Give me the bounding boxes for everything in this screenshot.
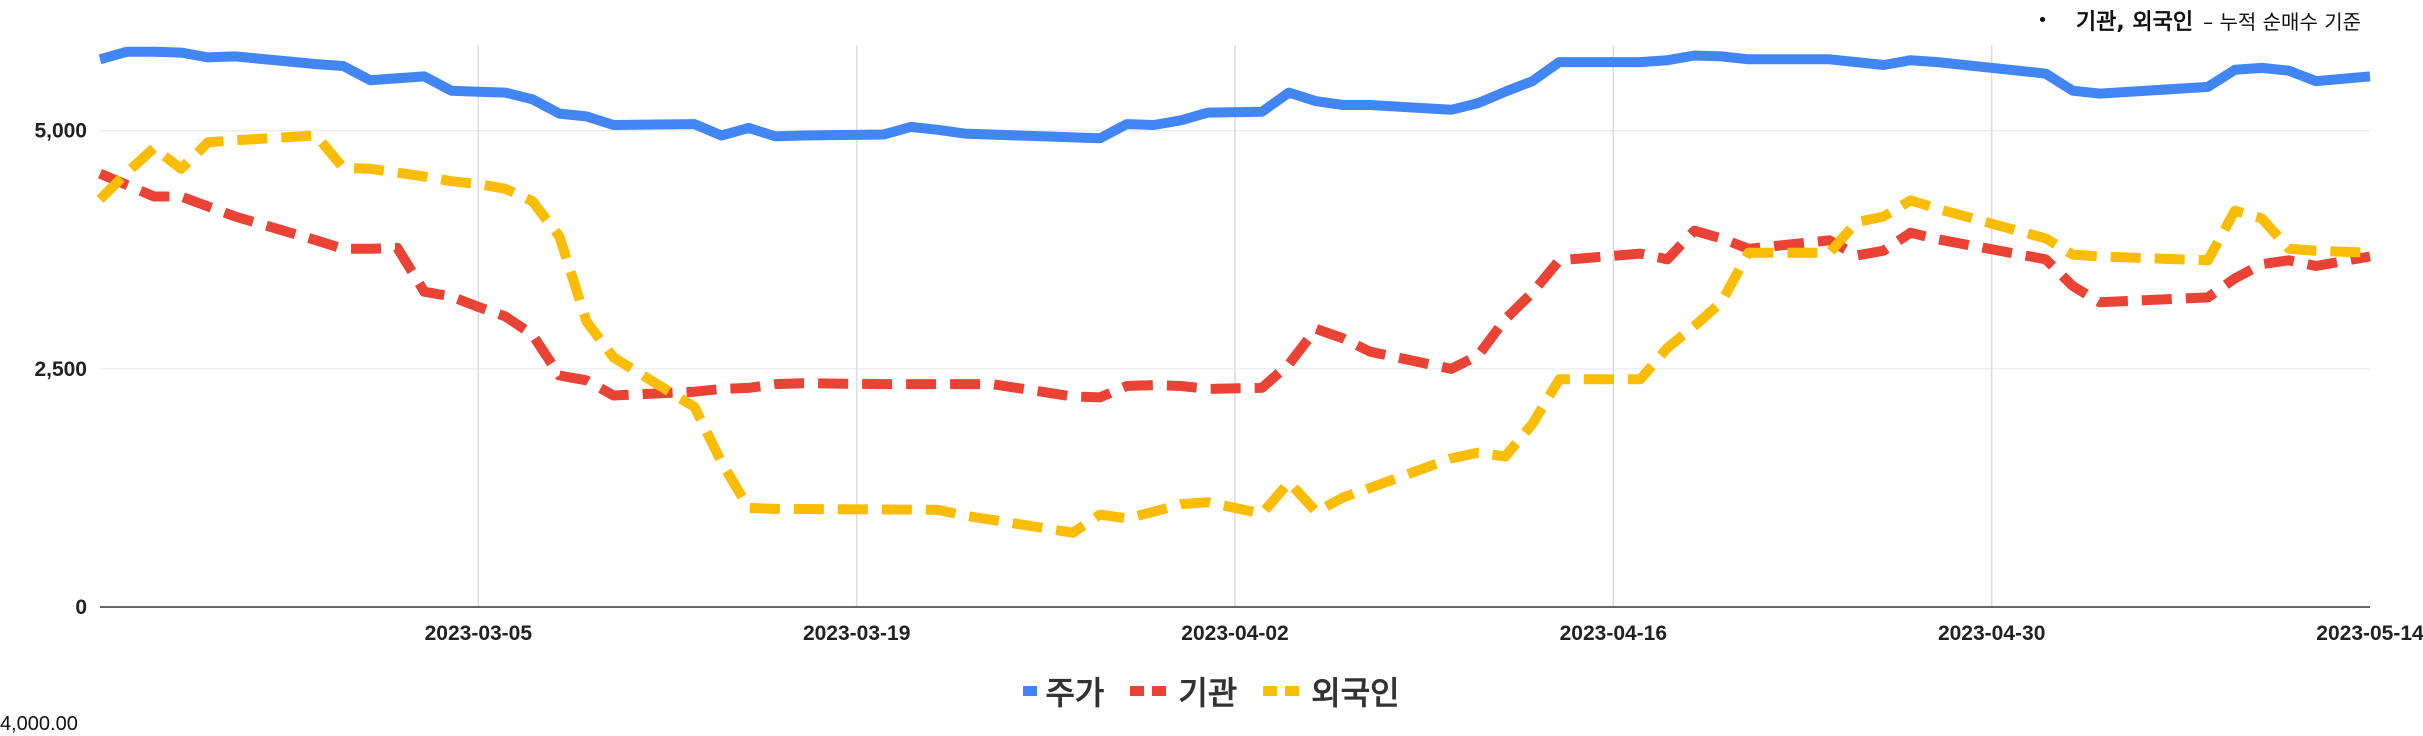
- x-tick-label: 2023-03-05: [425, 622, 533, 645]
- line-chart: 0 2,500 5,000 2023-03-05 2023-03-19 2023-04-0…: [34, 45, 2423, 645]
- legend-swatch: [1023, 686, 1038, 696]
- note-annotation: • 기관, 외국인 – 누적 순매수 기준: [2037, 4, 2361, 36]
- legend-label: 외국인: [1311, 674, 1400, 712]
- legend-item: 주가: [1023, 668, 1104, 714]
- legend-item: 외국인: [1263, 668, 1400, 714]
- x-tick-label: 2023-04-02: [1181, 622, 1288, 645]
- legend-swatch: [1130, 686, 1171, 696]
- note-main-text: 기관, 외국인: [2075, 10, 2194, 35]
- x-tick-label: 2023-04-16: [1560, 622, 1667, 645]
- axes: 0 2,500 5,000 2023-03-05 2023-03-19 2023-04-0…: [34, 120, 2423, 645]
- corner-value-label: 4,000.00: [0, 713, 78, 735]
- legend-label: 주가: [1045, 674, 1105, 712]
- series-line-기관: [98, 168, 2371, 403]
- x-tick-label: 2023-03-19: [803, 622, 910, 645]
- x-tick-label: 2023-04-30: [1938, 622, 2045, 645]
- note-bullet: •: [2037, 9, 2048, 31]
- x-tick-label: 2023-05-14: [2316, 622, 2423, 645]
- legend-label: 기관: [1178, 674, 1238, 712]
- legend-item: 기관: [1130, 668, 1237, 714]
- note-sub-text: – 누적 순매수 기준: [2203, 9, 2361, 34]
- series-lines: [96, 46, 2371, 538]
- y-tick-label: 5,000: [34, 120, 87, 143]
- series-line-외국인: [96, 130, 2371, 538]
- grid-lines: [100, 45, 2370, 607]
- y-tick-label: 0: [75, 596, 87, 619]
- series-line-주가: [98, 46, 2371, 144]
- legend-swatch: [1263, 686, 1304, 696]
- y-tick-label: 2,500: [34, 358, 87, 381]
- chart-legend: 주가 기관 외국인: [0, 668, 2423, 714]
